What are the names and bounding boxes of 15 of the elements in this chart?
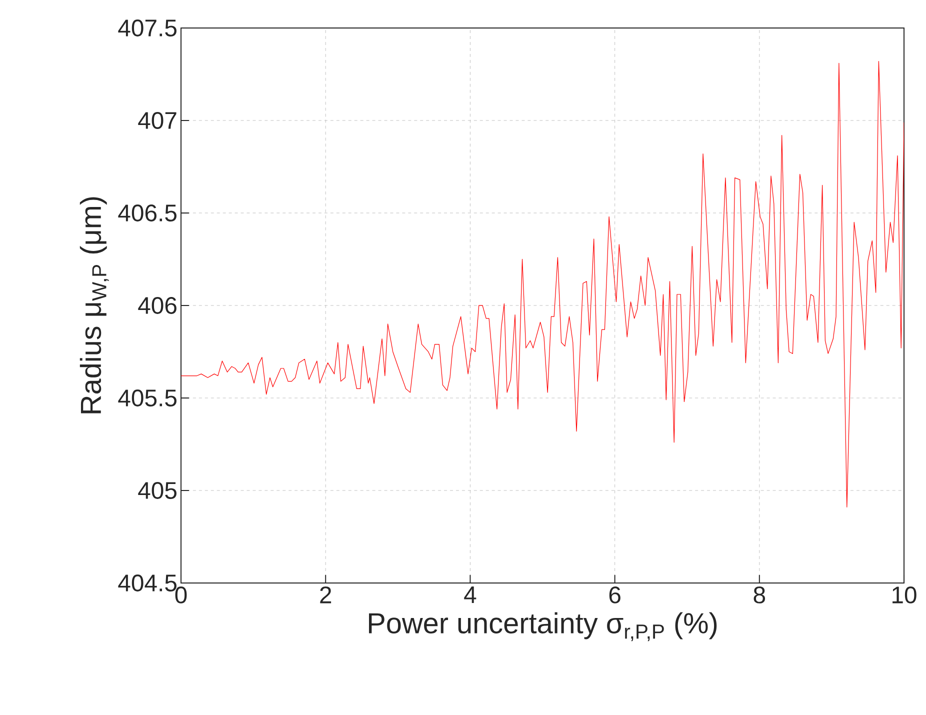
y-axis-title: Radius μ$_{W,P}$ (μm) <box>80 197 109 414</box>
x-tick-label: 10 <box>892 586 916 604</box>
y-tick-label: 406 <box>138 297 176 314</box>
x-axis-title: Power uncertainty σ$_{r,P,P}$ (%) <box>368 612 717 642</box>
x-tick-label: 8 <box>754 586 766 604</box>
y-tick-label: 407.5 <box>118 20 176 36</box>
y-tick-label: 406.5 <box>118 204 176 222</box>
x-tick-label: 2 <box>320 586 332 604</box>
y-tick-label: 405.5 <box>118 390 176 406</box>
x-tick-label: 4 <box>464 586 476 603</box>
y-tick-label: 405 <box>138 482 176 499</box>
x-tick-label: 0 <box>175 586 187 604</box>
y-tick-label: 407 <box>138 112 176 129</box>
y-tick-label: 404.5 <box>118 574 176 592</box>
x-tick-label: 6 <box>609 586 620 604</box>
